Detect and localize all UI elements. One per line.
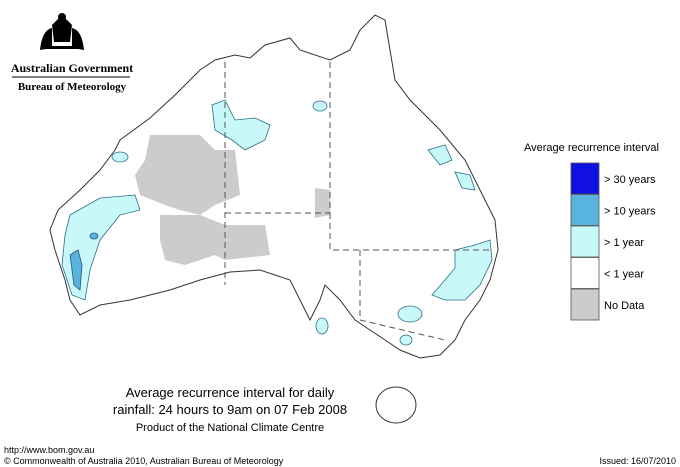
bureau-name: Bureau of Meteorology <box>18 81 127 93</box>
tasmania <box>375 386 417 424</box>
footer-url: http://www.bom.gov.au <box>4 445 94 455</box>
caption-line: Average recurrence interval for daily <box>126 385 335 400</box>
legend-swatch <box>570 194 600 226</box>
state-borders <box>224 60 490 341</box>
government-name: Australian Government <box>11 61 133 75</box>
footer-copyright: © Commonwealth of Australia 2010, Austra… <box>4 456 284 466</box>
legend-swatch <box>570 288 600 321</box>
legend-label: No Data <box>604 300 645 312</box>
caption-line: rainfall: 24 hours to 9am on 07 Feb 2008 <box>113 402 347 417</box>
legend-label: > 10 years <box>604 206 656 218</box>
mainland <box>49 14 499 359</box>
legend: > 30 years > 10 years > 1 year < 1 year No D… <box>570 162 656 321</box>
legend-swatch <box>570 257 600 289</box>
legend-swatch <box>570 162 600 195</box>
footer-issued: Issued: 16/07/2010 <box>599 456 676 466</box>
legend-label: > 30 years <box>604 174 656 186</box>
legend-label: < 1 year <box>604 269 644 281</box>
caption-line: Product of the National Climate Centre <box>136 422 324 434</box>
legend-label: > 1 year <box>604 237 644 249</box>
crest <box>40 13 84 50</box>
legend-swatch <box>570 225 600 258</box>
legend-title: Average recurrence interval <box>524 142 659 154</box>
no-data-areas <box>135 135 330 265</box>
rain-areas-10yr <box>69 232 99 291</box>
